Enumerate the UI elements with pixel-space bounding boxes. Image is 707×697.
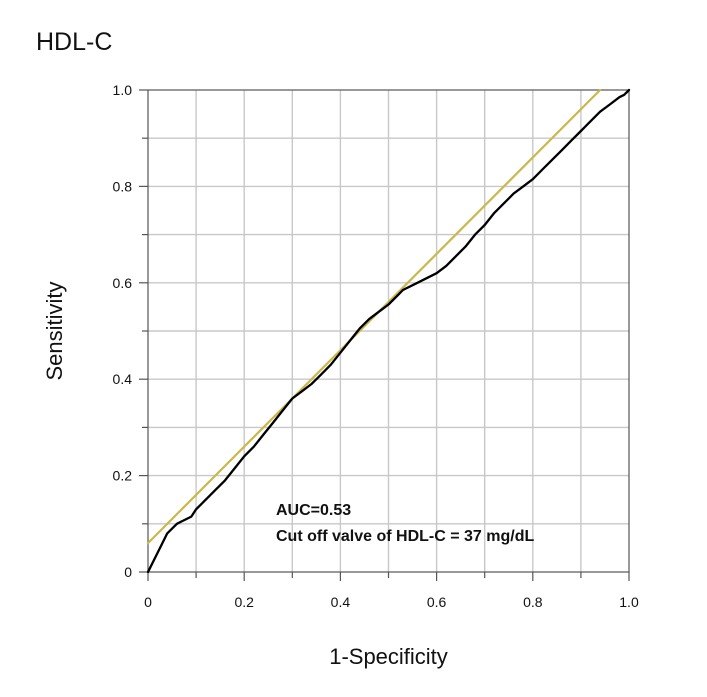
x-tick-label: 0.6 [427, 594, 447, 610]
chart-title: HDL-C [36, 28, 113, 56]
roc-curve-line [146, 88, 631, 574]
x-tick-label: 0.4 [331, 594, 351, 610]
x-tick-label: 0.8 [523, 594, 543, 610]
y-tick-label: 0 [124, 564, 132, 580]
y-tick-label: 0.2 [113, 468, 133, 484]
cutoff-annotation: Cut off valve of HDL-C = 37 mg/dL [276, 528, 534, 545]
x-tick-label: 0.2 [234, 594, 254, 610]
grid [148, 90, 629, 572]
y-tick-label: 0.6 [113, 275, 133, 291]
x-tick-label: 1.0 [619, 594, 639, 610]
ticks: 0 0.2 0.4 0.6 0.8 1.0 0 0.2 0.4 0.6 0.8 1.0 [113, 82, 639, 610]
y-tick-label: 1.0 [113, 82, 133, 98]
x-axis-label: 1-Specificity [329, 644, 448, 669]
y-tick-label: 0.8 [113, 178, 133, 194]
auc-annotation: AUC=0.53 [276, 502, 351, 519]
series [146, 88, 631, 574]
x-tick-label: 0 [144, 594, 152, 610]
y-axis-label: Sensitivity [42, 281, 67, 380]
y-tick-label: 0.4 [113, 371, 133, 387]
